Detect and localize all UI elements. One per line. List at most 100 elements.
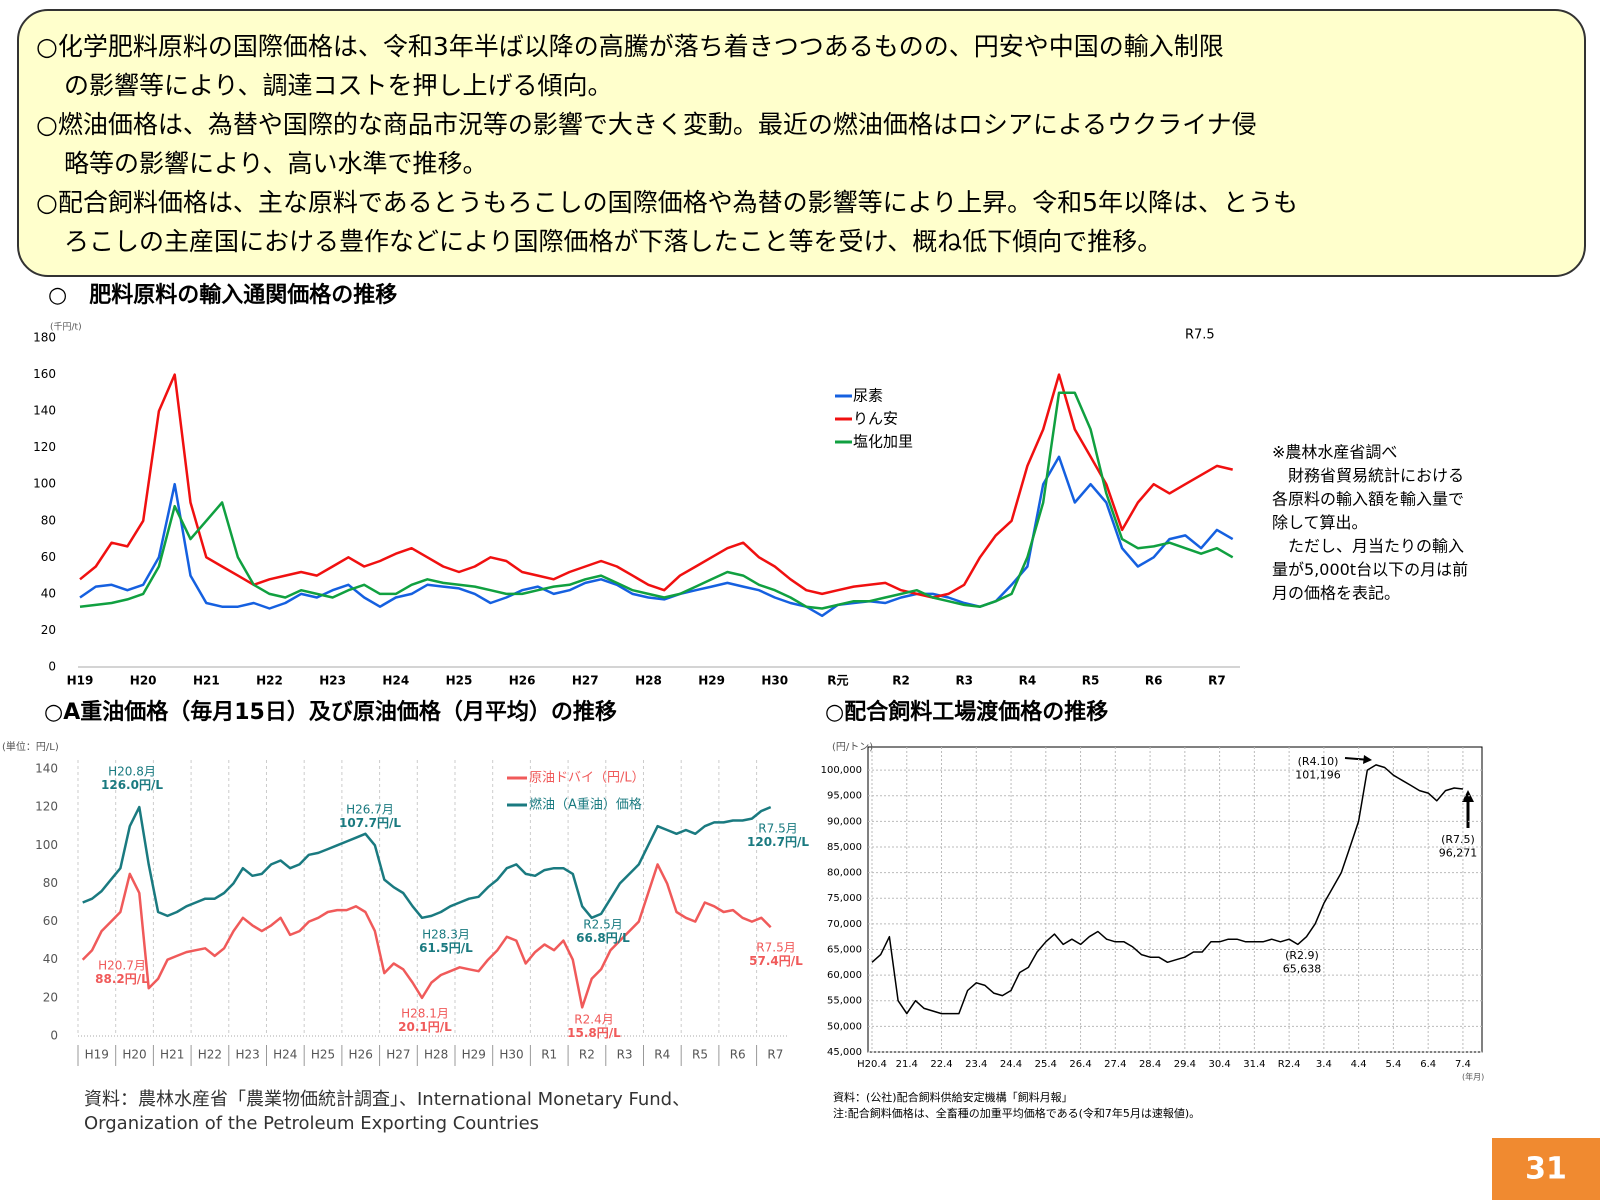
y-tick-label: 70,000 bbox=[827, 919, 862, 930]
annotation: H20.7月 bbox=[98, 959, 146, 973]
page-number-box bbox=[1492, 1138, 1600, 1200]
x-tick-label: R元 bbox=[827, 674, 848, 688]
chart-title: ○配合飼料工場渡価格の推移 bbox=[825, 699, 1108, 725]
x-tick-label: H27 bbox=[386, 1048, 410, 1062]
x-tick-label: H24 bbox=[382, 674, 409, 688]
annotation: 96,271 bbox=[1439, 847, 1478, 860]
y-tick-label: 20 bbox=[41, 623, 56, 637]
legend-label: 燃油（A重油）価格 bbox=[529, 797, 642, 813]
annotation: H28.1月 bbox=[401, 1007, 449, 1021]
y-tick-label: 45,000 bbox=[827, 1047, 862, 1058]
source: 資料：農林水産省「農業物価統計調査」、International Monetar… bbox=[84, 1089, 690, 1110]
x-tick-label: H19 bbox=[85, 1048, 109, 1062]
x-tick-label: 4.4 bbox=[1351, 1059, 1367, 1070]
annotation: H28.3月 bbox=[422, 928, 470, 942]
y-unit: (単位：円/L) bbox=[2, 740, 59, 753]
x-tick-label: 31.4 bbox=[1243, 1059, 1265, 1070]
x-tick-label: 25.4 bbox=[1035, 1059, 1057, 1070]
x-tick-label: 21.4 bbox=[896, 1059, 918, 1070]
summary-line: ○化学肥料原料の国際価格は、令和3年半ば以降の高騰が落ち着きつつあるものの、円安… bbox=[36, 32, 1224, 61]
x-tick-label: H25 bbox=[446, 674, 473, 688]
legend-label: 塩化加里 bbox=[853, 433, 913, 451]
y-tick-label: 40 bbox=[43, 952, 58, 966]
x-tick-label: R1 bbox=[541, 1048, 557, 1062]
x-tick-label: H29 bbox=[698, 674, 725, 688]
y-tick-label: 95,000 bbox=[827, 791, 862, 802]
series-line bbox=[871, 764, 1463, 1015]
x-tick-label: H28 bbox=[635, 674, 662, 688]
x-tick-label: R2 bbox=[579, 1048, 595, 1062]
x-tick-label: H23 bbox=[235, 1048, 259, 1062]
x-tick-label: 3.4 bbox=[1316, 1059, 1332, 1070]
y-tick-label: 85,000 bbox=[827, 842, 862, 853]
y-tick-label: 80 bbox=[43, 876, 58, 890]
x-tick-label: H20.4 bbox=[857, 1059, 887, 1070]
x-tick-label: 22.4 bbox=[930, 1059, 952, 1070]
x-tick-label: 29.4 bbox=[1174, 1059, 1196, 1070]
x-tick-label: H30 bbox=[499, 1048, 523, 1062]
x-tick-label: R4 bbox=[1019, 674, 1037, 688]
y-tick-label: 20 bbox=[43, 990, 58, 1004]
y-tick-label: 0 bbox=[50, 1029, 58, 1043]
annotation: 107.7円/L bbox=[339, 816, 401, 830]
y-tick-label: 90,000 bbox=[827, 816, 862, 827]
source: Organization of the Petroleum Exporting … bbox=[84, 1113, 539, 1134]
x-tick-label: R3 bbox=[955, 674, 973, 688]
y-tick-label: 100 bbox=[33, 477, 56, 491]
annotation: R7.5月 bbox=[756, 941, 795, 955]
y-tick-label: 60 bbox=[43, 914, 58, 928]
y-tick-label: 120 bbox=[33, 440, 56, 454]
note: 各原料の輸入額を輸入量で bbox=[1272, 490, 1464, 509]
y-tick-label: 80 bbox=[41, 513, 56, 527]
x-tick-label: R5 bbox=[692, 1048, 708, 1062]
x-tick-label: H21 bbox=[160, 1048, 184, 1062]
annotation: R7.5 bbox=[1185, 328, 1215, 343]
annotation: 15.8円/L bbox=[567, 1026, 621, 1040]
summary-box bbox=[17, 9, 1586, 277]
annotation: H26.7月 bbox=[346, 803, 394, 817]
summary-line: ○配合飼料価格は、主な原料であるとうもろこしの国際価格や為替の影響等により上昇。… bbox=[36, 188, 1298, 217]
y-tick-label: 50,000 bbox=[827, 1021, 862, 1032]
summary-line: の影響等により、調達コストを押し上げる傾向。 bbox=[64, 71, 613, 100]
annotation: 61.5円/L bbox=[419, 941, 473, 955]
source: 資料：(公社)配合飼料供給安定機構「飼料月報」 bbox=[833, 1090, 1073, 1104]
x-tick-label: H20 bbox=[122, 1048, 146, 1062]
x-unit: (年月) bbox=[1462, 1072, 1484, 1082]
plot-frame bbox=[867, 746, 1483, 1053]
y-tick-label: 60 bbox=[41, 550, 56, 564]
page-number: 31 bbox=[1525, 1152, 1567, 1187]
x-tick-label: H26 bbox=[509, 674, 536, 688]
chart-title: ○A重油価格（毎月15日）及び原油価格（月平均）の推移 bbox=[44, 699, 617, 725]
series-line bbox=[79, 391, 1234, 610]
x-tick-label: H26 bbox=[349, 1048, 373, 1062]
x-tick-label: H28 bbox=[424, 1048, 448, 1062]
annotation: 66.8円/L bbox=[576, 931, 630, 945]
note: 月の価格を表記。 bbox=[1272, 584, 1400, 603]
source: 注:配合飼料価格は、全畜種の加重平均価格である(令和7年5月は速報値)。 bbox=[833, 1106, 1200, 1120]
legend-label: 尿素 bbox=[853, 387, 883, 405]
x-tick-label: H30 bbox=[761, 674, 788, 688]
y-tick-label: 40 bbox=[41, 586, 56, 600]
x-tick-label: 30.4 bbox=[1208, 1059, 1230, 1070]
x-tick-label: R6 bbox=[730, 1048, 746, 1062]
x-tick-label: H22 bbox=[256, 674, 283, 688]
y-tick-label: 100 bbox=[35, 838, 58, 852]
x-tick-label: H24 bbox=[273, 1048, 297, 1062]
y-tick-label: 0 bbox=[48, 660, 56, 674]
note: ただし、月当たりの輸入 bbox=[1272, 537, 1464, 556]
annotation: 88.2円/L bbox=[95, 972, 149, 986]
y-tick-label: 120 bbox=[35, 800, 58, 814]
annotation: 20.1円/L bbox=[398, 1020, 452, 1034]
annotation: 101,196 bbox=[1295, 769, 1341, 782]
x-tick-label: R6 bbox=[1145, 674, 1163, 688]
x-tick-label: 6.4 bbox=[1420, 1059, 1436, 1070]
annotation: (R4.10) bbox=[1298, 755, 1339, 768]
x-tick-label: 27.4 bbox=[1104, 1059, 1126, 1070]
annotation: R2.5月 bbox=[583, 918, 622, 932]
x-tick-label: H23 bbox=[319, 674, 346, 688]
annotation: 126.0円/L bbox=[101, 778, 163, 792]
x-tick-label: H20 bbox=[130, 674, 157, 688]
x-tick-label: R2.4 bbox=[1278, 1059, 1301, 1070]
series-line bbox=[81, 863, 772, 1009]
